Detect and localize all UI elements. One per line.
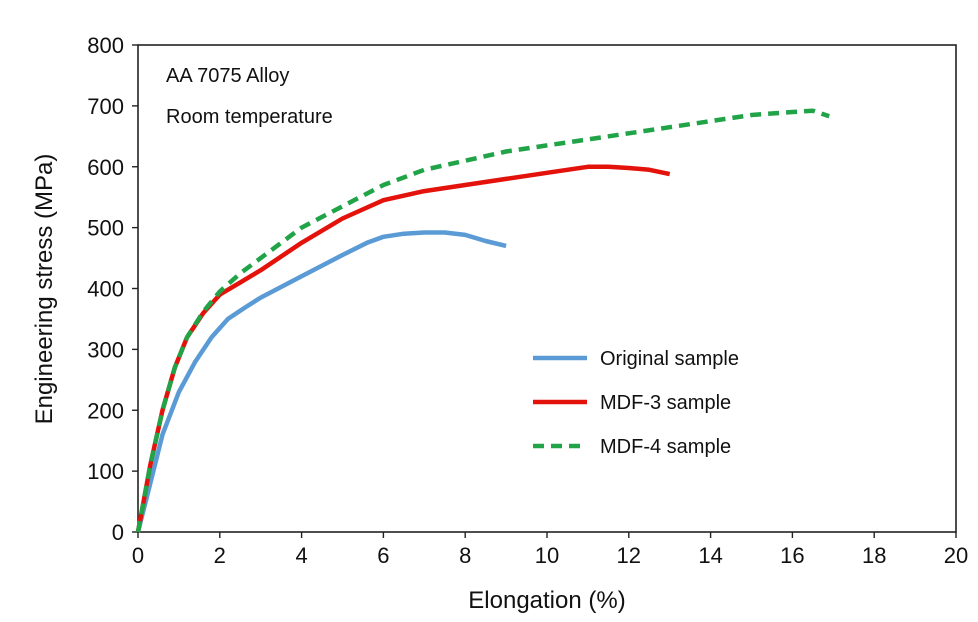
legend-mdf4: MDF-4 sample — [533, 436, 731, 458]
y-tick-label: 700 — [87, 94, 124, 119]
legend: Original sample MDF-3 sample MDF-4 sample — [533, 348, 739, 458]
annotation-alloy: AA 7075 Alloy — [166, 65, 289, 87]
y-tick-label: 800 — [87, 33, 124, 58]
y-axis-label: Engineering stress (MPa) — [31, 154, 58, 425]
series-layer — [135, 108, 830, 533]
y-tick-label: 300 — [87, 337, 124, 362]
x-tick-label: 12 — [617, 543, 641, 568]
legend-original: Original sample — [533, 348, 739, 370]
y-tick-label: 400 — [87, 277, 124, 302]
x-axis-label: Elongation (%) — [468, 587, 625, 614]
annotation-temperature: Room temperature — [166, 106, 333, 128]
legend-label: MDF-3 sample — [600, 392, 731, 414]
legend-label: Original sample — [600, 348, 739, 370]
legend-mdf3: MDF-3 sample — [533, 392, 731, 414]
mdf3-sample-line — [135, 164, 671, 533]
y-tick-label: 100 — [87, 459, 124, 484]
y-tick-label: 500 — [87, 216, 124, 241]
y-tick-label: 200 — [87, 398, 124, 423]
x-tick-label: 20 — [944, 543, 968, 568]
x-tick-label: 8 — [459, 543, 471, 568]
y-axis-ticks: 0 100 200 300 400 500 600 700 800 — [87, 33, 138, 545]
legend-label: MDF-4 sample — [600, 436, 731, 458]
x-tick-label: 18 — [862, 543, 886, 568]
x-axis-ticks: 0 2 4 6 8 10 12 14 16 18 20 — [132, 532, 968, 568]
x-tick-label: 10 — [535, 543, 559, 568]
y-tick-label: 600 — [87, 155, 124, 180]
x-tick-label: 14 — [698, 543, 722, 568]
x-tick-label: 2 — [214, 543, 226, 568]
x-tick-label: 4 — [295, 543, 307, 568]
x-tick-label: 16 — [780, 543, 804, 568]
x-tick-label: 0 — [132, 543, 144, 568]
y-tick-label: 0 — [112, 520, 124, 545]
mdf4-sample-line — [135, 108, 830, 533]
x-tick-label: 6 — [377, 543, 389, 568]
original-sample-line — [135, 230, 507, 533]
